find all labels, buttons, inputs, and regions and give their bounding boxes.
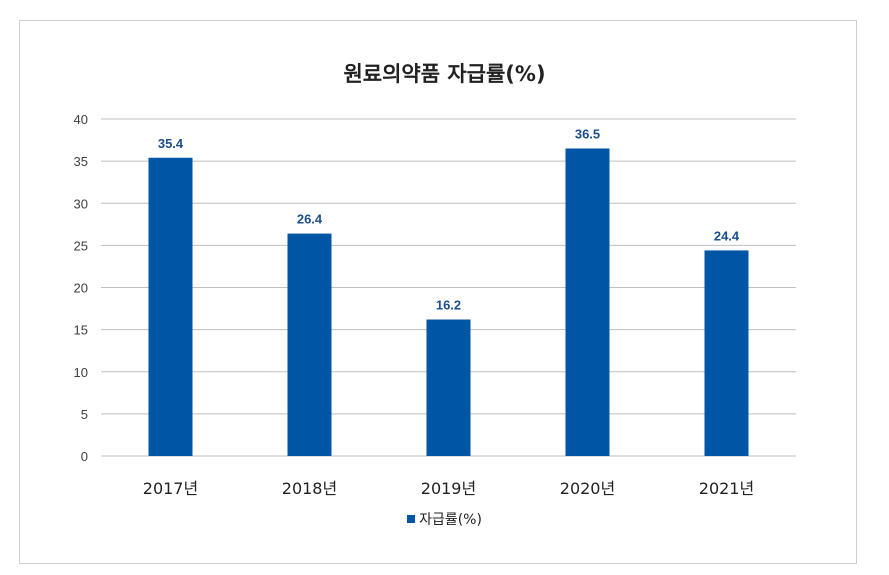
legend-label: 자급률(%): [419, 512, 482, 528]
legend: 자급률(%): [0, 509, 889, 529]
bar: [704, 250, 749, 456]
x-tick-label: 2020년: [560, 479, 615, 498]
data-label: 36.5: [575, 126, 600, 141]
bar: [426, 319, 471, 456]
legend-swatch: [407, 515, 416, 523]
data-label: 16.2: [436, 298, 461, 313]
y-tick-label: 35: [74, 154, 88, 169]
data-label: 26.4: [297, 212, 323, 227]
data-label: 35.4: [158, 136, 184, 151]
y-tick-label: 30: [74, 196, 88, 211]
y-tick-label: 25: [74, 238, 88, 253]
bar: [565, 148, 610, 457]
y-tick-label: 5: [81, 407, 88, 422]
bar: [287, 233, 332, 456]
chart-title: 원료의약품 자급률(%): [343, 62, 546, 86]
x-tick-label: 2018년: [282, 479, 337, 498]
y-tick-label: 0: [81, 449, 88, 464]
y-tick-label: 10: [74, 365, 88, 380]
y-tick-label: 20: [74, 281, 88, 296]
x-tick-label: 2017년: [143, 479, 198, 498]
y-tick-label: 40: [74, 112, 88, 127]
bar: [148, 157, 193, 456]
y-tick-label: 15: [74, 323, 88, 338]
data-label: 24.4: [714, 228, 740, 243]
x-tick-label: 2019년: [421, 479, 476, 498]
x-tick-label: 2021년: [699, 479, 754, 498]
